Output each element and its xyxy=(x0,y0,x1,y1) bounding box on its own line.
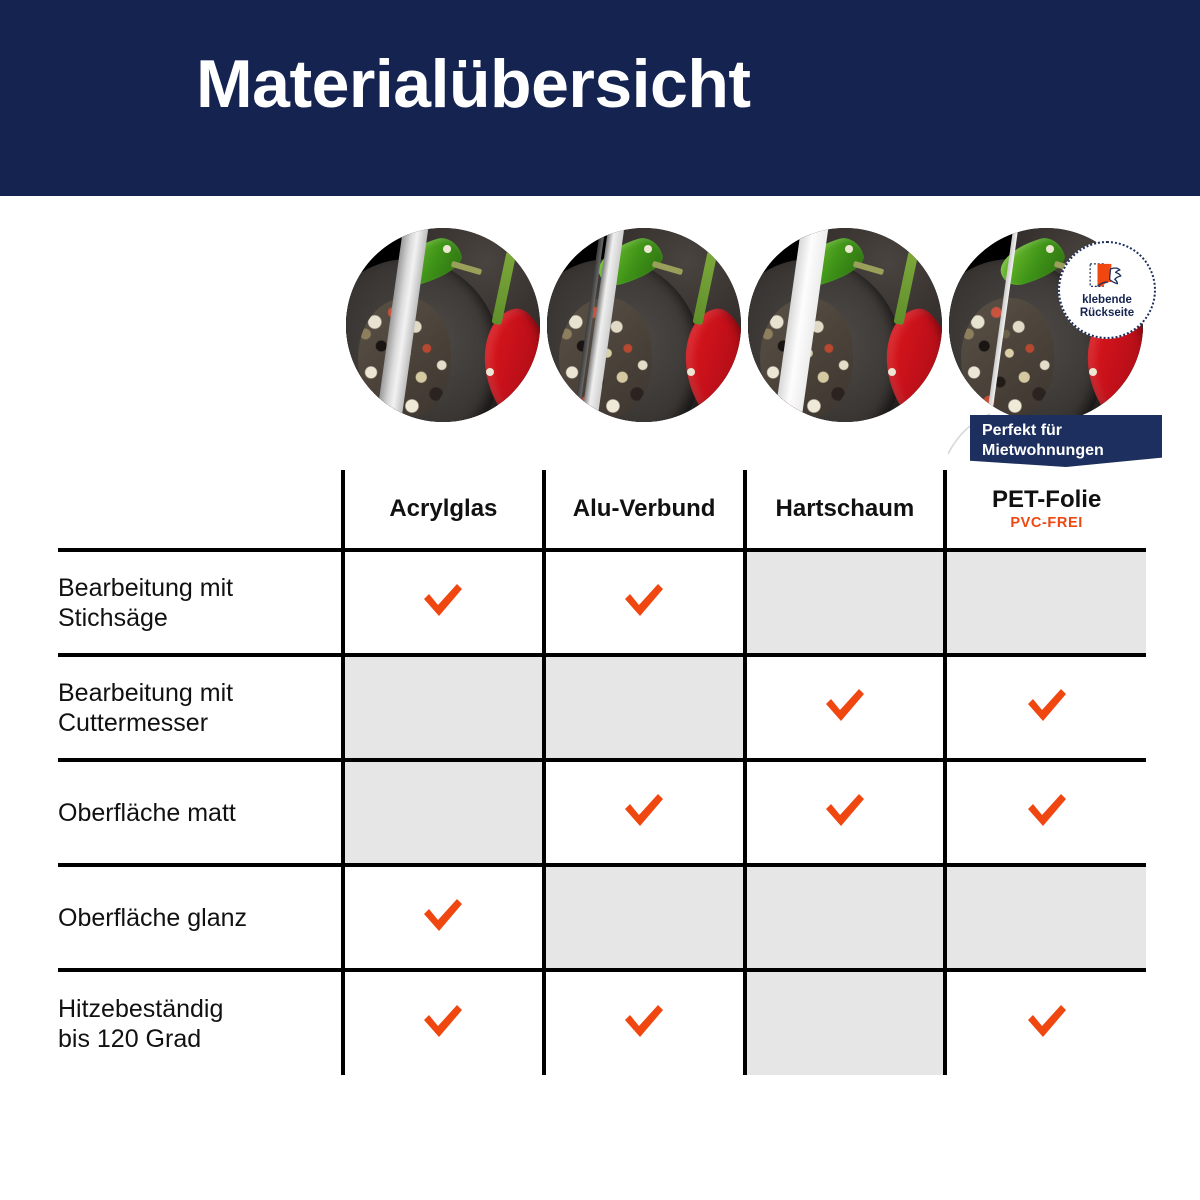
cell-r4-c0 xyxy=(341,970,544,1075)
cell-r4-c3 xyxy=(943,970,1146,1075)
promo-ribbon: Perfekt für Mietwohnungen xyxy=(970,415,1162,467)
photo-peppercorn-single xyxy=(1088,367,1098,377)
check-icon xyxy=(424,584,463,616)
row-label-stichsaege: Bearbeitung mit Stichsäge xyxy=(58,550,343,657)
check-icon xyxy=(625,794,664,826)
cell-r4-c2 xyxy=(742,970,946,1075)
cell-r0-c0 xyxy=(341,550,544,657)
cell-r1-c1 xyxy=(541,655,745,762)
product-photo xyxy=(547,228,741,422)
table-body: Bearbeitung mit Stichsäge Bearbeitung mi… xyxy=(58,550,1146,1075)
product-thumbnail-alu-verbund[interactable] xyxy=(547,228,741,422)
cell-r1-c0 xyxy=(341,655,544,762)
column-header-label: Hartschaum xyxy=(775,495,915,523)
column-header-label: Alu-Verbund xyxy=(572,495,716,523)
photo-peppercorn-single xyxy=(485,367,495,377)
page-title: Materialübersicht xyxy=(196,46,751,122)
cell-r0-c2 xyxy=(742,550,946,657)
cell-r1-c2 xyxy=(742,655,946,762)
cell-r2-c1 xyxy=(541,760,745,867)
cell-r4-c1 xyxy=(541,970,745,1075)
column-header-alu-verbund[interactable]: Alu-Verbund xyxy=(541,470,745,552)
cell-r3-c1 xyxy=(541,865,745,972)
row-label-oberflaeche-glanz: Oberfläche glanz xyxy=(58,865,343,972)
material-comparison-table-wrapper: Acrylglas Alu-Verbund Hartschaum PET-Fol… xyxy=(58,470,1146,1075)
cell-r2-c2 xyxy=(742,760,946,867)
row-label-hitzebestaendig: Hitzebeständig bis 120 Grad xyxy=(58,994,224,1053)
photo-peppercorn-single xyxy=(686,367,696,377)
adhesive-backing-badge: klebende Rückseite xyxy=(1058,241,1156,339)
cell-r3-c0 xyxy=(341,865,544,972)
column-header-hartschaum[interactable]: Hartschaum xyxy=(742,470,946,552)
check-icon xyxy=(825,689,864,721)
photo-peppercorn-single xyxy=(443,245,451,254)
check-icon xyxy=(1027,1005,1066,1037)
cell-r3-c3 xyxy=(943,865,1146,972)
check-icon xyxy=(424,1005,463,1037)
header-banner: Materialübersicht xyxy=(0,0,1200,196)
row-label-cuttermesser: Bearbeitung mit Cuttermesser xyxy=(58,655,343,762)
photo-peppercorn-single xyxy=(845,245,853,254)
cell-r0-c1 xyxy=(541,550,745,657)
check-icon xyxy=(1027,794,1066,826)
table-row: Bearbeitung mit Stichsäge xyxy=(58,550,1146,657)
photo-peppercorns xyxy=(960,297,1054,419)
material-comparison-table: Acrylglas Alu-Verbund Hartschaum PET-Fol… xyxy=(58,470,1146,1075)
table-row: Oberfläche matt xyxy=(58,760,1146,867)
cell-r1-c3 xyxy=(943,655,1146,762)
cell-r3-c2 xyxy=(742,865,946,972)
ribbon-label-line1: Perfekt für xyxy=(982,422,1063,439)
table-row: Bearbeitung mit Cuttermesser xyxy=(58,655,1146,762)
column-header-badge-pvc-free: PVC-FREI xyxy=(1010,514,1083,531)
check-icon xyxy=(424,899,463,931)
product-thumbnail-hartschaum[interactable] xyxy=(748,228,942,422)
cell-r0-c3 xyxy=(943,550,1146,657)
badge-label-line2: Rückseite xyxy=(1079,306,1135,319)
ribbon-label-line2: Mietwohnungen xyxy=(982,441,1104,459)
photo-peppercorn-single xyxy=(887,367,897,377)
check-icon xyxy=(625,584,664,616)
table-corner-cell xyxy=(58,470,343,552)
column-header-label: Acrylglas xyxy=(389,495,498,523)
column-header-label: PET-Folie xyxy=(991,486,1102,514)
product-photo xyxy=(346,228,540,422)
photo-peppercorn-single xyxy=(1046,245,1054,254)
check-icon xyxy=(825,794,864,826)
row-label-oberflaeche-matt: Oberfläche matt xyxy=(58,760,343,867)
product-photo xyxy=(748,228,942,422)
cell-r2-c3 xyxy=(943,760,1146,867)
photo-peppercorn-single xyxy=(644,245,652,254)
peel-sticker-icon xyxy=(1089,262,1122,287)
badge-label-line1: klebende xyxy=(1082,293,1132,306)
column-header-acrylglas[interactable]: Acrylglas xyxy=(341,470,544,552)
table-row: Hitzebeständig bis 120 Grad xyxy=(58,970,1146,1075)
cell-r2-c0 xyxy=(341,760,544,867)
check-icon xyxy=(1027,689,1066,721)
product-thumbnail-acrylglas[interactable] xyxy=(346,228,540,422)
table-header-row: Acrylglas Alu-Verbund Hartschaum PET-Fol… xyxy=(58,470,1146,552)
product-thumbnails-row xyxy=(0,228,1200,428)
check-icon xyxy=(625,1005,664,1037)
column-header-pet-folie[interactable]: PET-Folie PVC-FREI xyxy=(943,470,1146,552)
table-row: Oberfläche glanz xyxy=(58,865,1146,972)
